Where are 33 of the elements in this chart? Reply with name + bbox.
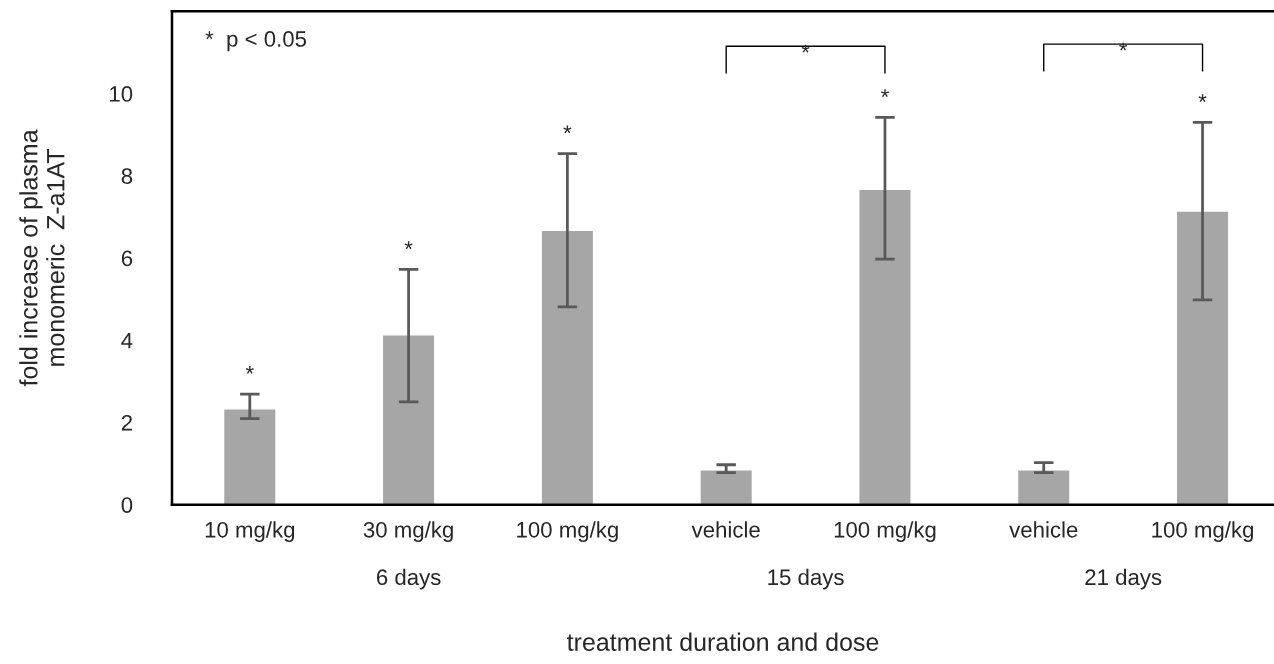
annotation: * — [880, 89, 889, 98]
text: 6 days — [376, 568, 441, 590]
y-tick-label: 2 — [121, 414, 132, 431]
x-tick-label: 10 mg/kg — [205, 521, 295, 543]
x-tick-label: 30 mg/kg — [363, 521, 453, 543]
annotation: * — [801, 44, 810, 53]
y-tick-label: 4 — [121, 332, 133, 349]
x-tick-label: 100 mg/kg — [1152, 521, 1253, 543]
annotation: * — [245, 365, 254, 374]
bar — [858, 188, 912, 505]
annotation: * — [1119, 42, 1128, 51]
y-axis-title: fold increase of plasma monomeric Z-a1AT — [19, 129, 65, 387]
bar — [1016, 468, 1071, 505]
text: 15 days — [768, 568, 844, 590]
bar — [540, 229, 595, 505]
y-tick-label: 6 — [121, 250, 133, 267]
annotation: * — [1198, 94, 1207, 102]
annotation: * p < 0.05 — [205, 31, 307, 52]
bar — [1175, 210, 1230, 505]
bar — [222, 408, 277, 505]
x-axis-title: treatment duration and dose — [567, 632, 879, 651]
x-tick-label: vehicle — [691, 521, 760, 538]
annotation: * — [404, 241, 413, 250]
x-tick-label: 100 mg/kg — [834, 521, 936, 543]
y-tick-label: 0 — [121, 497, 133, 513]
x-tick-label: vehicle — [1009, 521, 1078, 538]
text: 21 days — [1085, 568, 1162, 590]
y-tick-label: 8 — [121, 168, 133, 185]
annotation: * — [563, 125, 572, 134]
x-tick-label: 100 mg/kg — [517, 521, 618, 543]
bar — [699, 468, 754, 505]
bar — [381, 334, 436, 505]
y-tick-label: 10 — [110, 86, 133, 102]
